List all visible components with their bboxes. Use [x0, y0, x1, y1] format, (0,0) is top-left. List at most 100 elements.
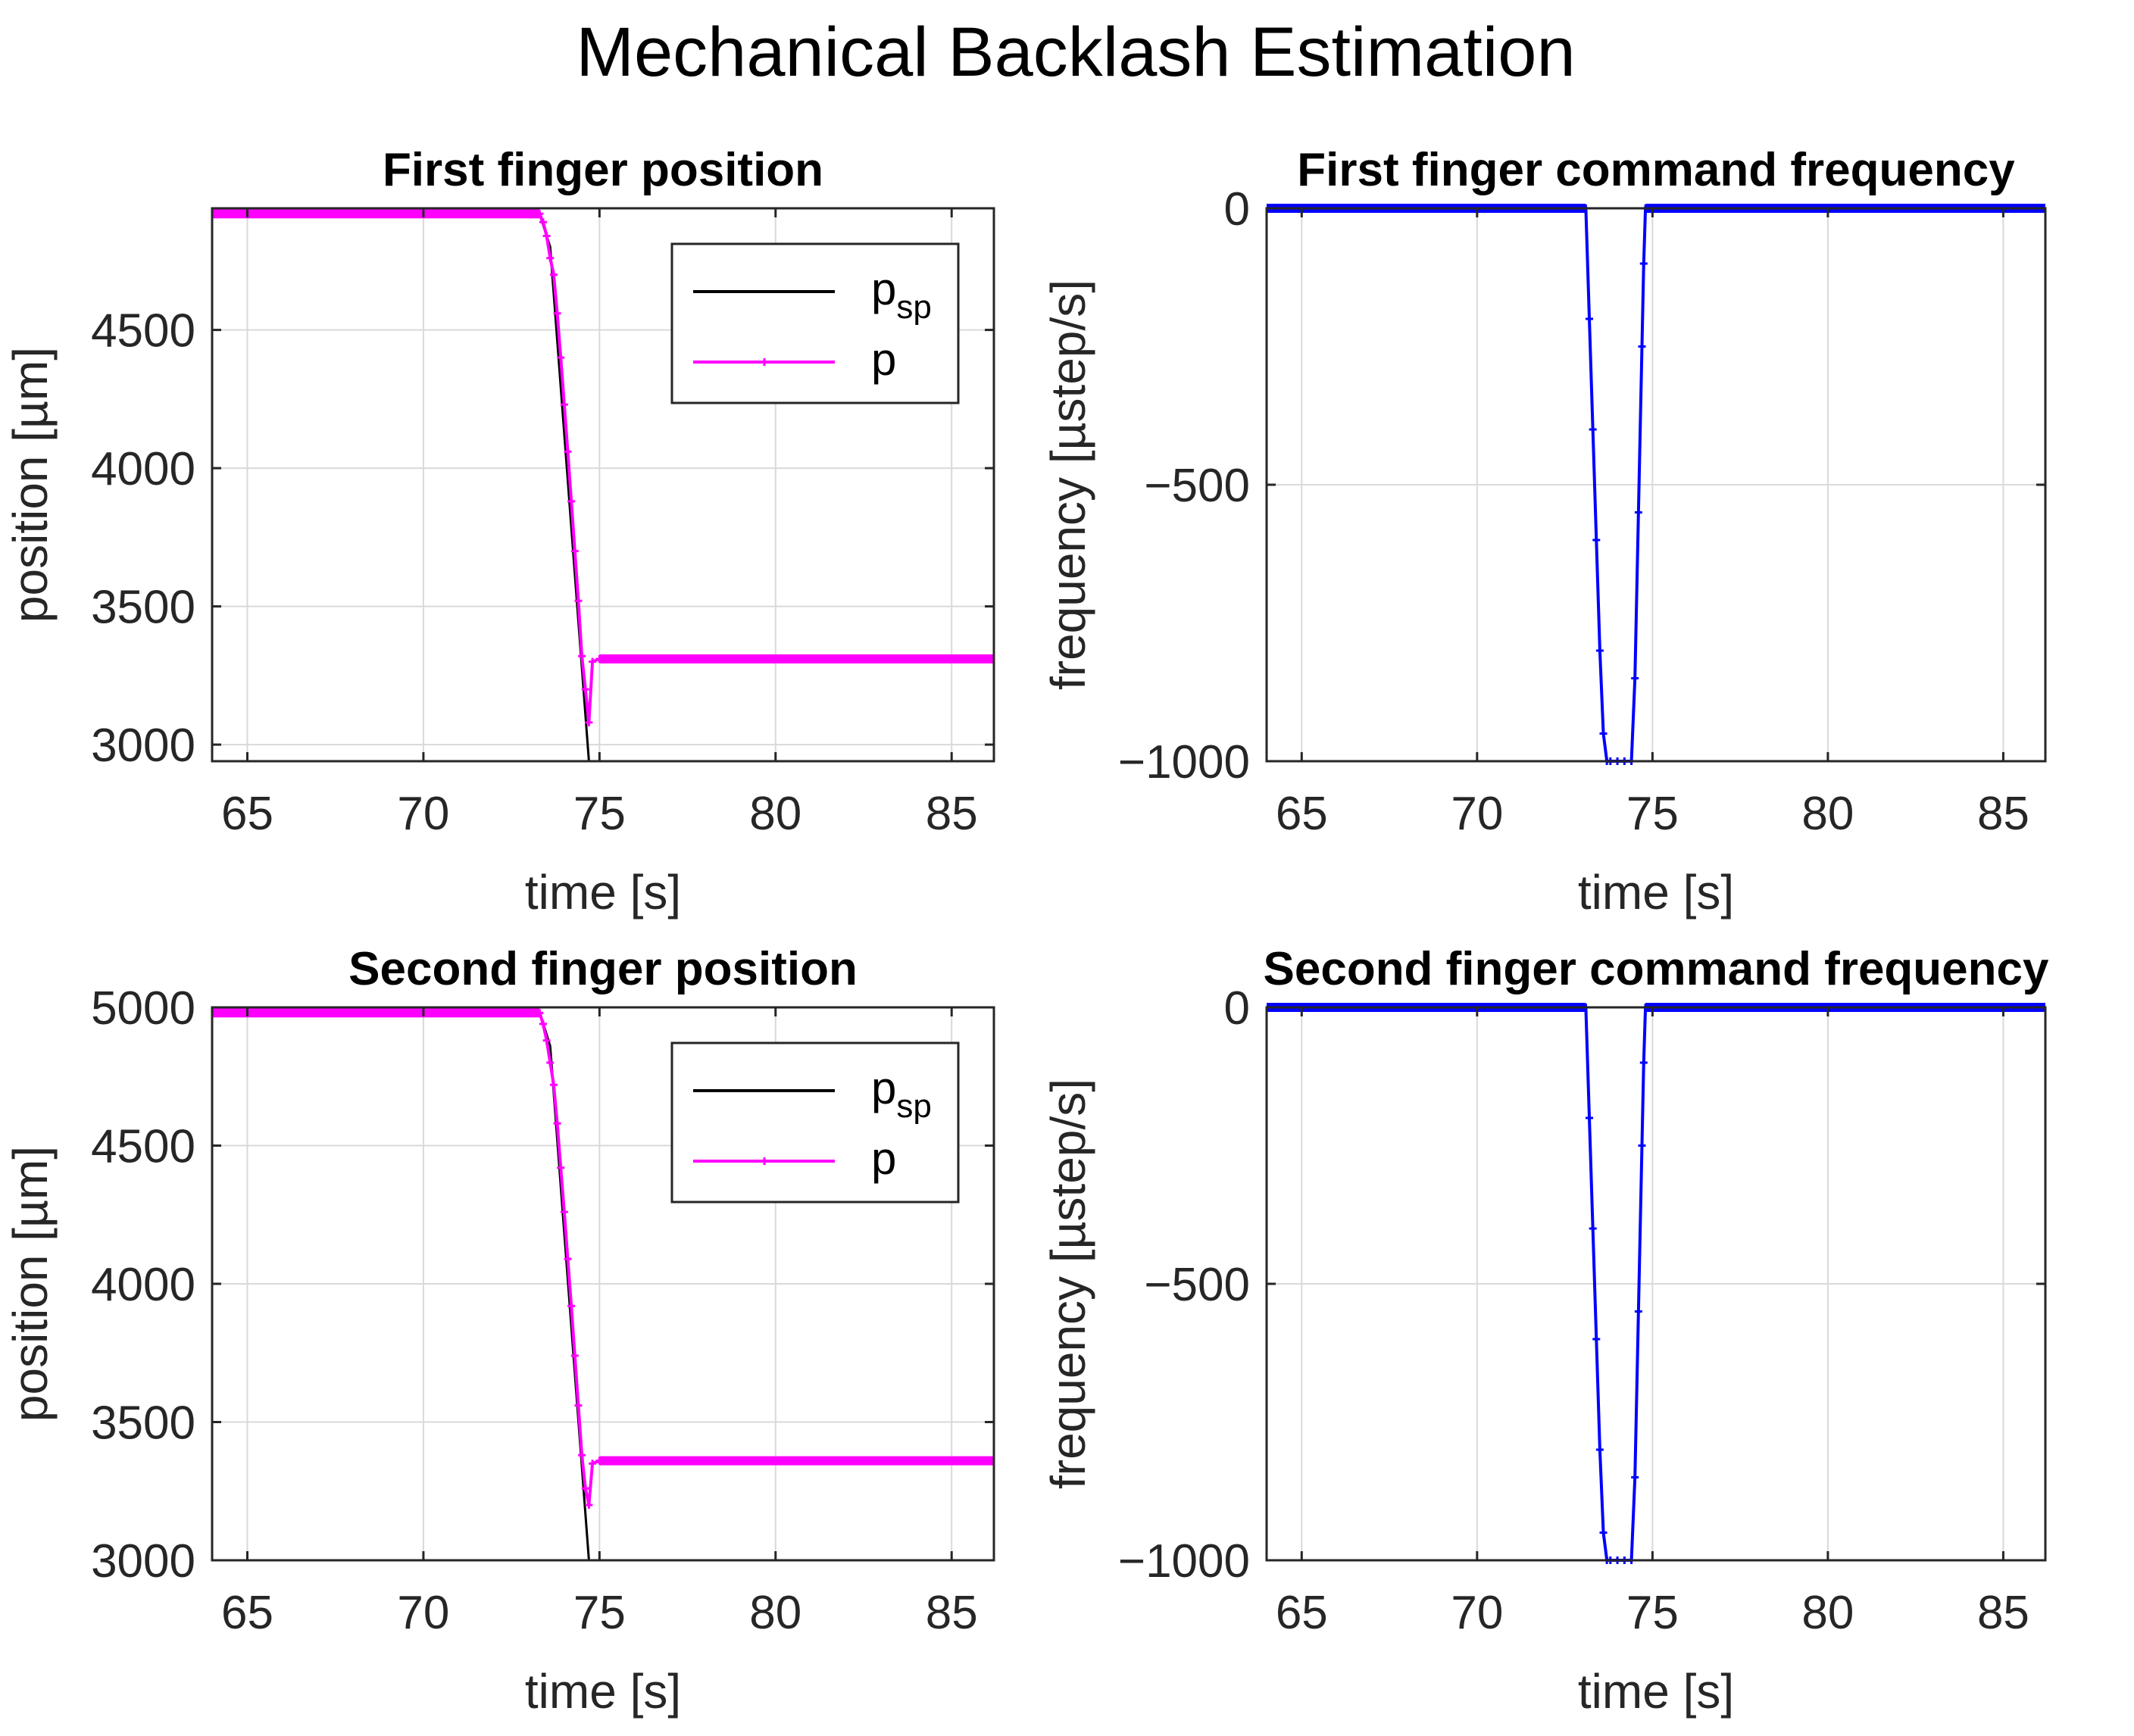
- data-point: [1599, 729, 1608, 738]
- data-point: [570, 547, 579, 555]
- data-point: [564, 448, 572, 456]
- data-point: [567, 497, 576, 505]
- data-point: [1638, 342, 1646, 351]
- data-point: [570, 1351, 579, 1360]
- legend: psp p: [670, 242, 960, 404]
- y-axis-label: frequency [µstep/s]: [1041, 1079, 1095, 1489]
- data-point: [560, 1208, 568, 1216]
- y-tick-label: −1000: [1118, 1535, 1250, 1588]
- legend-label-p: p: [871, 1133, 896, 1184]
- x-tick-label: 65: [221, 788, 273, 840]
- y-tick-label: 4500: [91, 305, 195, 358]
- data-point: [539, 1019, 547, 1028]
- series-band-p: [212, 1008, 540, 1018]
- data-point: [542, 232, 551, 240]
- x-tick-label: 70: [397, 788, 449, 840]
- x-tick-label: 70: [397, 1587, 449, 1639]
- x-axis-label: time [s]: [1578, 865, 1734, 920]
- y-tick-label: 4000: [91, 1259, 195, 1311]
- legend-label-psp: psp: [871, 264, 932, 326]
- y-tick-label: 5000: [91, 982, 195, 1035]
- data-point: [549, 1081, 558, 1089]
- series-band-p: [599, 654, 994, 663]
- data-point: [574, 597, 583, 605]
- legend-label-p: p: [871, 334, 896, 385]
- data-point: [546, 254, 555, 262]
- x-tick-label: 70: [1451, 1587, 1503, 1639]
- data-point: [589, 1460, 597, 1468]
- data-point: [546, 1059, 555, 1066]
- x-tick-label: 85: [1977, 1587, 2029, 1639]
- x-tick-label: 75: [573, 1587, 626, 1639]
- legend: psp p: [670, 1041, 960, 1204]
- data-point: [564, 1255, 572, 1263]
- series-p: [212, 209, 994, 726]
- y-tick-label: 0: [1224, 183, 1250, 236]
- series-p: [212, 1008, 994, 1509]
- y-tick-label: 0: [1224, 982, 1250, 1035]
- data-point: [1634, 508, 1642, 517]
- data-point: [589, 657, 597, 666]
- x-tick-label: 65: [1276, 1587, 1328, 1639]
- data-point: [1638, 1141, 1646, 1150]
- y-axis-label: position [µm]: [3, 1146, 58, 1422]
- data-point: [585, 718, 593, 726]
- data-point: [574, 1401, 583, 1410]
- series-band-p: [599, 1456, 994, 1466]
- data-point: [1631, 674, 1639, 682]
- y-tick-label: −500: [1144, 460, 1250, 512]
- x-tick-label: 85: [1977, 788, 2029, 840]
- x-axis-label: time [s]: [525, 1664, 681, 1719]
- y-tick-label: 4000: [91, 443, 195, 495]
- data-point: [581, 1485, 589, 1493]
- x-tick-label: 80: [749, 788, 801, 840]
- data-point: [1634, 1307, 1642, 1316]
- data-point: [539, 218, 547, 226]
- chart-title: Second finger position: [348, 943, 858, 995]
- chart-f1: 65 70 75 80 85 −1000 −500 0 First finger command…: [1041, 144, 2047, 920]
- x-tick-label: 65: [1276, 788, 1328, 840]
- data-point: [1592, 1335, 1601, 1343]
- y-axis-label: frequency [µstep/s]: [1041, 279, 1095, 690]
- y-tick-label: 3500: [91, 1397, 195, 1450]
- y-tick-label: −500: [1144, 1259, 1250, 1311]
- data-point: [557, 354, 565, 362]
- x-axis-label: time [s]: [525, 865, 681, 920]
- plot-area: [211, 207, 995, 763]
- y-tick-label: 3500: [91, 582, 195, 634]
- series-band-p: [212, 209, 540, 219]
- legend-box: [670, 242, 960, 404]
- data-point: [1639, 260, 1648, 267]
- x-tick-label: 75: [1626, 1587, 1679, 1639]
- data-point: [553, 309, 561, 317]
- data-point: [1639, 1059, 1648, 1066]
- data-point: [1595, 647, 1604, 654]
- data-point: [585, 1501, 593, 1509]
- data-point: [1589, 1225, 1597, 1232]
- x-tick-label: 80: [749, 1587, 801, 1639]
- legend-label-psp: psp: [871, 1063, 932, 1125]
- data-point: [1589, 426, 1597, 433]
- x-tick-label: 75: [1626, 788, 1679, 840]
- x-tick-label: 65: [221, 1587, 273, 1639]
- x-tick-label: 75: [573, 788, 626, 840]
- chart-title: First finger position: [383, 144, 823, 196]
- chart-f2: 65 70 75 80 85 −1000 −500 0 Second finger comman…: [1041, 943, 2049, 1719]
- x-tick-label: 80: [1801, 788, 1854, 840]
- chart-title: First finger command frequency: [1297, 144, 2015, 196]
- x-tick-label: 85: [926, 788, 978, 840]
- data-point: [560, 401, 568, 409]
- x-tick-label: 70: [1451, 788, 1503, 840]
- data-point: [1595, 1446, 1604, 1453]
- data-point: [581, 685, 589, 694]
- data-point: [1586, 1114, 1594, 1122]
- x-axis-label: time [s]: [1578, 1664, 1734, 1719]
- legend-marker: [761, 358, 768, 366]
- data-point: [542, 1036, 551, 1044]
- data-point: [553, 1119, 561, 1128]
- x-tick-label: 80: [1801, 1587, 1854, 1639]
- data-point: [549, 270, 558, 279]
- data-point: [1586, 315, 1594, 323]
- data-point: [1631, 1473, 1639, 1482]
